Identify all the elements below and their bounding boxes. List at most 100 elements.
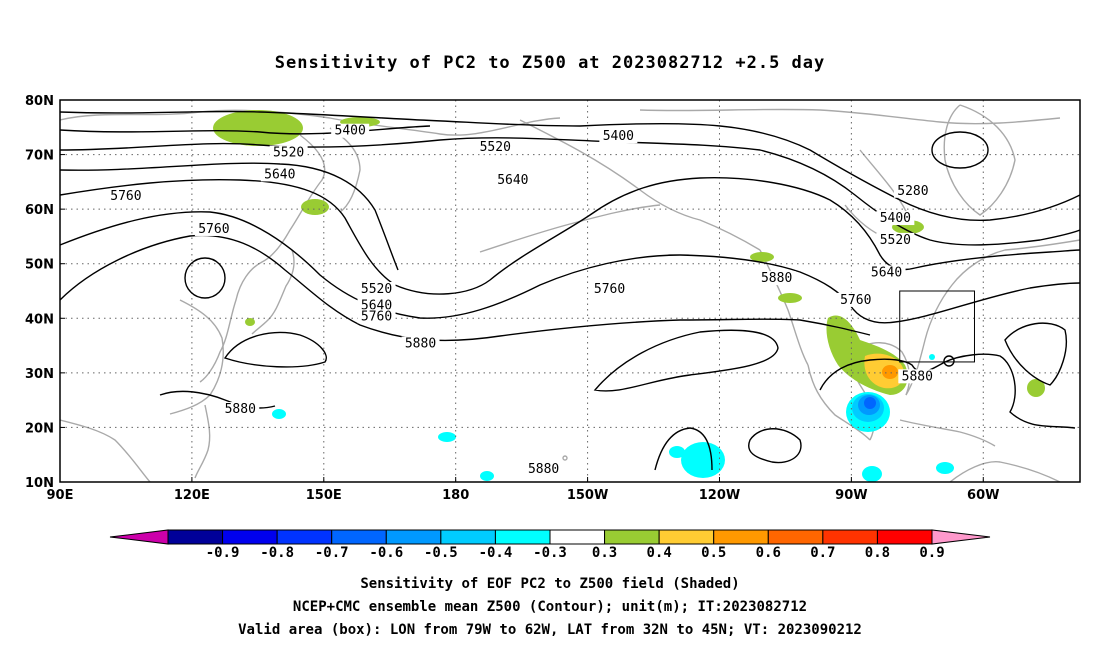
colorbar-label: -0.5 (424, 545, 458, 561)
contour-label: 5880 (405, 337, 436, 352)
lon-tick-label: 150E (306, 488, 342, 503)
colorbar: -0.9 -0.8 -0.7 -0.6 -0.5 -0.4 -0.3 0.3 0.4 0.5 0.6… (109, 529, 991, 561)
coastline-alaska (519, 119, 761, 251)
contour-closed (1004, 322, 1067, 386)
colorbar-swatch (713, 529, 769, 545)
contour-label: 5400 (880, 211, 911, 226)
contour-label: 5880 (528, 462, 559, 477)
lon-tick-label: 120W (699, 488, 740, 503)
contour-labels: 5400552056405760576055205400564052805400… (106, 123, 937, 477)
coastline-canada-arctic (639, 108, 1061, 125)
lon-tick-label: 90E (47, 488, 74, 503)
colorbar-swatch (167, 529, 224, 545)
caption-line-3: Valid area (box): LON from 79W to 62W, L… (238, 622, 862, 638)
contour-label: 5520 (480, 140, 511, 155)
contour-label-background (269, 145, 308, 160)
map-frame (59, 99, 1081, 483)
colorbar-label: 0.9 (919, 545, 944, 561)
contour-closed (223, 331, 327, 368)
contour-label-background (331, 123, 370, 138)
colorbar-label: 0.8 (865, 545, 890, 561)
colorbar-swatch (549, 529, 606, 545)
lat-tick-label: 50N (25, 258, 54, 273)
contour-label-background (194, 221, 233, 236)
coastline-japan (251, 249, 295, 335)
contour-label: 5760 (198, 222, 229, 237)
contour-label: 5760 (110, 189, 141, 204)
colorbar-label: 0.6 (756, 545, 781, 561)
contour-label-background (590, 282, 629, 296)
shade-positive-region (778, 293, 802, 303)
contour-label: 5880 (902, 369, 933, 384)
coastline-caribbean (899, 419, 996, 447)
contour-line (60, 125, 431, 135)
lon-tick-label: 90W (835, 488, 867, 503)
contour-label: 5640 (264, 167, 295, 182)
contour-label-background (898, 369, 937, 384)
contour-label-background (599, 129, 638, 144)
contour-label-background (357, 282, 396, 296)
contour-label: 5520 (273, 146, 304, 161)
contour-label: 5400 (603, 129, 634, 144)
lat-tick-label: 20N (25, 421, 54, 436)
colorbar-swatch (494, 529, 551, 545)
shade-positive-region (245, 318, 255, 326)
colorbar-label: -0.3 (533, 545, 567, 561)
contour-label: 5520 (361, 282, 392, 297)
shade-negative-region (862, 466, 882, 482)
contour-label: 5760 (840, 293, 871, 308)
shade-negative-region (272, 409, 286, 419)
lon-tick-label: 180 (442, 488, 469, 503)
contour-label-background (401, 336, 440, 351)
contour-closed (593, 329, 779, 392)
contour-closed (184, 257, 226, 299)
coastline-philippines (194, 404, 211, 479)
colorbar-label: -0.8 (260, 545, 294, 561)
contour-label-background (524, 462, 563, 477)
contour-label: 5280 (897, 184, 928, 199)
contour-line (60, 162, 399, 271)
coastline-na-east (905, 239, 1080, 396)
caption-line-1: Sensitivity of EOF PC2 to Z500 field (Sh… (360, 576, 739, 592)
lon-tick-label: 150W (567, 488, 608, 503)
lat-tick-label: 10N (25, 476, 54, 491)
coastline-indochina (60, 419, 151, 482)
coastline-south-america (949, 461, 1061, 482)
contour-line (654, 427, 713, 471)
shade-negative-region (864, 397, 876, 409)
colorbar-high-extension (931, 529, 991, 545)
lat-tick-label: 70N (25, 149, 54, 164)
shade-negative-region (438, 432, 456, 442)
caption-line-2: NCEP+CMC ensemble mean Z500 (Contour); u… (293, 599, 807, 615)
shade-positive-region (213, 110, 303, 146)
coastline-greenland (943, 104, 1016, 216)
shade-negative-region (681, 442, 725, 478)
colorbar-label: 0.7 (810, 545, 835, 561)
contour-label: 5640 (497, 173, 528, 188)
colorbar-swatch (276, 529, 333, 545)
contour-closed (748, 428, 802, 464)
contour-label-background (867, 265, 906, 280)
shade-positive-region (882, 365, 898, 379)
contour-label: 5760 (361, 309, 392, 324)
colorbar-label: 0.5 (701, 545, 726, 561)
lon-tick-label: 60W (967, 488, 999, 503)
longitude-tick-labels: 90E 120E 150E 180 150W 120W 90W 60W (47, 477, 999, 503)
contour-closed (943, 355, 955, 367)
contour-line (60, 110, 1080, 222)
contour-line (159, 390, 276, 409)
colorbar-label: -0.9 (206, 545, 240, 561)
contour-label: 5640 (871, 266, 902, 281)
colorbar-label: -0.4 (479, 545, 513, 561)
colorbar-swatch (658, 529, 715, 545)
coastline-asia-east (199, 134, 326, 383)
contour-label-background (836, 292, 875, 307)
contour-label: 5880 (761, 271, 792, 286)
contour-label-background (221, 402, 260, 417)
contour-line (60, 137, 1080, 246)
coastline-mexico (807, 364, 871, 441)
contour-label: 5400 (335, 124, 366, 139)
contour-line (60, 211, 1080, 324)
colorbar-swatch (767, 529, 824, 545)
contour-label: 5760 (594, 282, 625, 297)
